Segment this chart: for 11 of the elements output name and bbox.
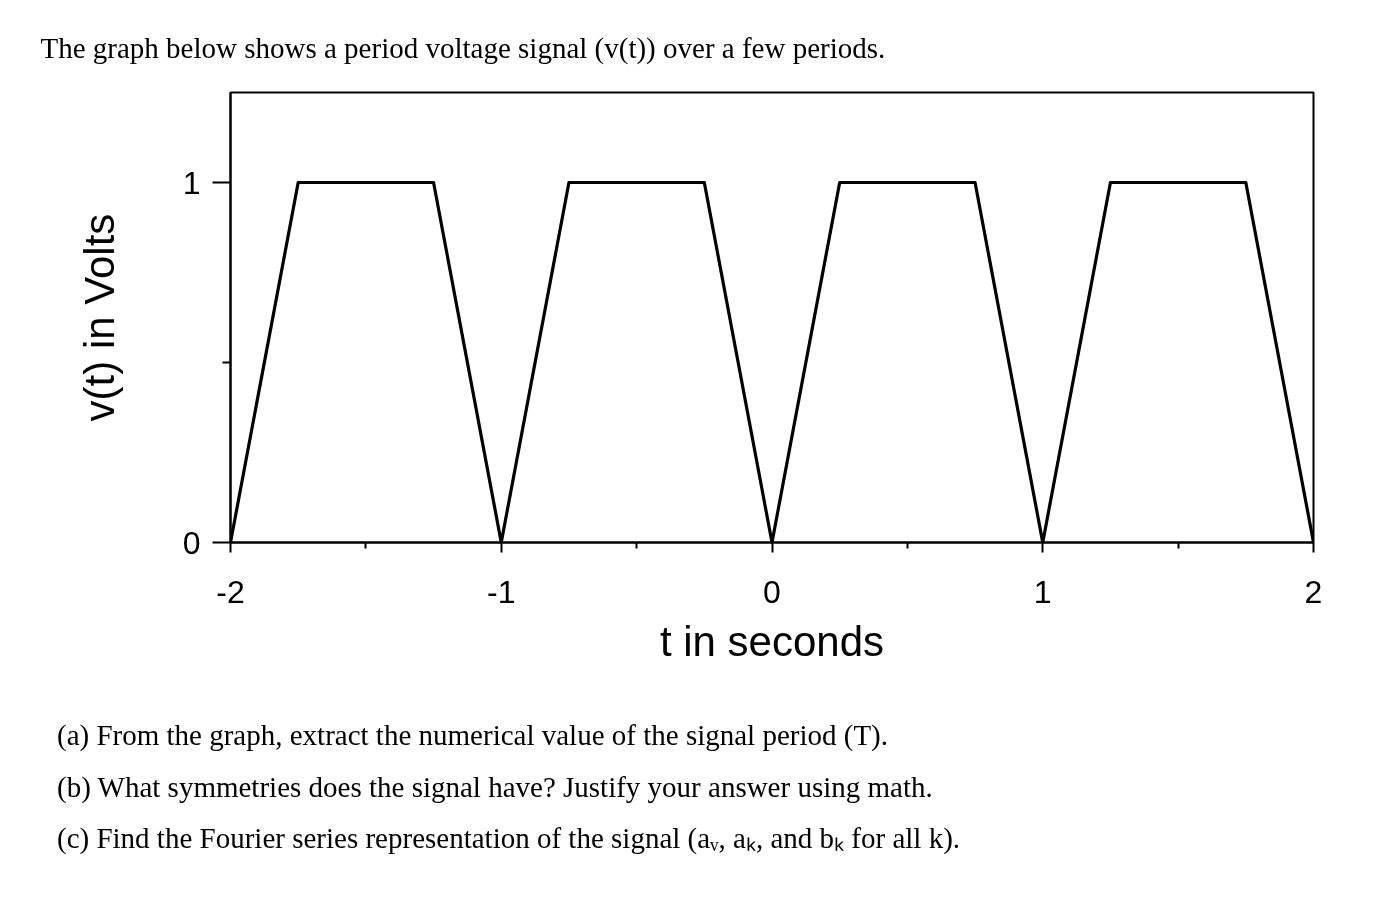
text: (c) Find the Fourier series representation of the signal (aᵥ, aₖ, and bₖ for all k). [57, 821, 961, 855]
x-tick-label: -1 [487, 573, 516, 610]
x-axis-title: t in seconds [659, 617, 885, 665]
x-tick-label: 1 [1033, 573, 1052, 610]
y-axis-title: v(t) in Volts [75, 213, 123, 422]
x-tick-label: 2 [1304, 573, 1323, 610]
x-tick-label: -2 [216, 573, 245, 610]
text: (b) What symmetries does the signal have? Justify your answer using math. [57, 770, 933, 804]
x-tick-label: 0 [763, 573, 781, 610]
text: (a) From the graph, extract the numerical value of the signal period (T). [57, 718, 889, 752]
chart-title: The graph below shows a period voltage signal (v(t)) over a few periods. [40, 31, 886, 65]
